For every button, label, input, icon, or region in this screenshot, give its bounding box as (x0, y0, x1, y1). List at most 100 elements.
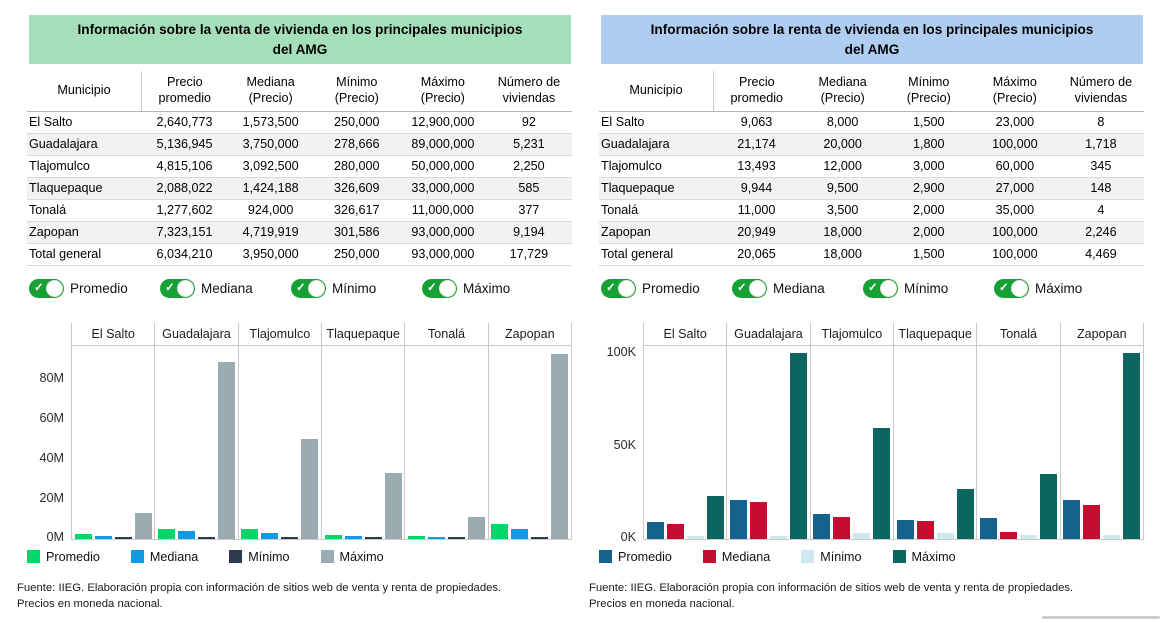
bar-mediana-guadalajara[interactable] (749, 501, 767, 539)
y-tick-label: 20M (39, 490, 65, 505)
category-label-el-salto: El Salto (71, 322, 154, 345)
toggle-minimo[interactable]: ✓ Mínimo (291, 279, 422, 299)
toggle-maximo[interactable]: ✓ Máximo (994, 279, 1125, 299)
renta-table: Municipio Precio promedio Mediana (Precio)… (599, 71, 1144, 266)
toggle-mediana[interactable]: ✓ Mediana (160, 279, 291, 299)
bar-minimo-el-salto[interactable] (686, 536, 704, 539)
toggle-label: Mínimo (904, 281, 949, 297)
legend-item-minimo[interactable]: Mínimo (229, 550, 290, 564)
bar-mediana-zapopan[interactable] (511, 529, 529, 539)
bar-minimo-guadalajara[interactable] (197, 536, 215, 539)
bar-mediana-tlajomulco[interactable] (833, 516, 851, 539)
bar-promedio-el-salto[interactable] (74, 533, 92, 539)
table-row-guadalajara[interactable]: Guadalajara 5,136,945 3,750,000 278,666 89,0… (27, 133, 572, 156)
bar-maximo-guadalajara[interactable] (789, 353, 807, 539)
bar-promedio-tlajomulco[interactable] (241, 529, 259, 539)
table-row-tlaquepaque[interactable]: Tlaquepaque 9,944 9,500 2,900 27,000 148 (599, 177, 1144, 200)
bar-maximo-tonala[interactable] (1039, 473, 1057, 539)
legend-item-maximo[interactable]: Máximo (320, 549, 384, 564)
table-row-el-salto[interactable]: El Salto 9,063 8,000 1,500 23,000 8 (599, 111, 1144, 134)
bar-promedio-tlajomulco[interactable] (813, 513, 831, 539)
row-label: Tonalá (599, 199, 714, 222)
bar-maximo-tlaquepaque[interactable] (956, 488, 974, 539)
bar-promedio-tonala[interactable] (407, 536, 425, 539)
bar-maximo-zapopan[interactable] (551, 353, 569, 539)
legend-item-promedio[interactable]: Promedio (599, 550, 672, 564)
legend-label: Mínimo (820, 549, 862, 564)
legend-item-promedio[interactable]: Promedio (27, 550, 100, 564)
toggle-mediana[interactable]: ✓ Mediana (732, 279, 863, 299)
bar-minimo-tlaquepaque[interactable] (364, 536, 382, 539)
bar-mediana-el-salto[interactable] (666, 524, 684, 539)
bar-mediana-el-salto[interactable] (94, 535, 112, 539)
table-row-total-general[interactable]: Total general 6,034,210 3,950,000 250,000 93… (27, 243, 572, 266)
table-row-tonala[interactable]: Tonalá 11,000 3,500 2,000 35,000 4 (599, 199, 1144, 222)
table-row-tlajomulco[interactable]: Tlajomulco 13,493 12,000 3,000 60,000 345 (599, 155, 1144, 178)
bar-promedio-tlaquepaque[interactable] (324, 534, 342, 539)
venta-toggle-row: ✓ Promedio ✓ Mediana ✓ Mínimo ✓ Máximo (29, 279, 571, 299)
table-row-tonala[interactable]: Tonalá 1,277,602 924,000 326,617 11,000,000 3… (27, 199, 572, 222)
bar-minimo-zapopan[interactable] (1103, 535, 1121, 539)
horizontal-scrollbar-thumb[interactable] (1042, 616, 1160, 619)
table-row-zapopan[interactable]: Zapopan 20,949 18,000 2,000 100,000 2,246 (599, 221, 1144, 244)
legend-item-maximo[interactable]: Máximo (892, 550, 956, 564)
bar-minimo-el-salto[interactable] (114, 536, 132, 539)
col-header-numero-de-viviendas: Número de viviendas (485, 71, 572, 112)
cell-value: 4,469 (1057, 243, 1144, 266)
bar-promedio-zapopan[interactable] (1063, 499, 1081, 539)
cell-value: 1,277,602 (141, 199, 228, 222)
bar-group-tlajomulco (809, 345, 893, 539)
bar-maximo-tlajomulco[interactable] (873, 427, 891, 539)
bar-promedio-tlaquepaque[interactable] (896, 520, 914, 539)
bar-mediana-tlajomulco[interactable] (261, 532, 279, 539)
table-row-total-general[interactable]: Total general 20,065 18,000 1,500 100,000 4,4… (599, 243, 1144, 266)
cell-value: 9,194 (485, 221, 572, 244)
toggle-promedio[interactable]: ✓ Promedio (29, 279, 160, 299)
legend-label: Máximo (339, 549, 384, 564)
bar-minimo-tonala[interactable] (1019, 535, 1037, 539)
bar-minimo-guadalajara[interactable] (769, 535, 787, 539)
toggle-minimo[interactable]: ✓ Mínimo (863, 279, 994, 299)
bar-minimo-zapopan[interactable] (531, 536, 549, 539)
bar-maximo-zapopan[interactable] (1123, 353, 1141, 539)
legend-item-minimo[interactable]: Mínimo (801, 549, 862, 564)
toggle-maximo[interactable]: ✓ Máximo (422, 279, 553, 299)
toggle-knob (749, 280, 766, 298)
bar-maximo-tlaquepaque[interactable] (384, 473, 402, 539)
y-axis: 0K 50K 100K (599, 323, 643, 544)
table-row-zapopan[interactable]: Zapopan 7,323,151 4,719,919 301,586 93,000,0… (27, 221, 572, 244)
bar-maximo-tonala[interactable] (467, 516, 485, 539)
category-axis: El Salto Guadalajara Tlajomulco Tlaquepaque… (71, 322, 572, 345)
bar-minimo-tlajomulco[interactable] (853, 533, 871, 539)
bar-mediana-tonala[interactable] (999, 532, 1017, 539)
toggle-promedio[interactable]: ✓ Promedio (601, 279, 732, 299)
bar-minimo-tlaquepaque[interactable] (936, 533, 954, 539)
bar-maximo-el-salto[interactable] (134, 513, 152, 539)
legend-item-mediana[interactable]: Mediana (130, 550, 198, 564)
bar-mediana-zapopan[interactable] (1083, 505, 1101, 539)
bar-maximo-tlajomulco[interactable] (301, 439, 319, 539)
renta-table-head: Municipio Precio promedio Mediana (Precio)… (599, 71, 1144, 112)
bar-maximo-guadalajara[interactable] (217, 361, 235, 539)
bar-minimo-tonala[interactable] (447, 536, 465, 539)
cell-value: 7,323,151 (141, 221, 228, 244)
cell-value: 2,640,773 (141, 111, 228, 134)
bar-promedio-tonala[interactable] (979, 518, 997, 539)
bar-mediana-tlaquepaque[interactable] (916, 521, 934, 539)
bar-mediana-tlaquepaque[interactable] (344, 536, 362, 539)
bar-promedio-el-salto[interactable] (646, 522, 664, 539)
bar-promedio-zapopan[interactable] (491, 524, 509, 539)
bar-maximo-el-salto[interactable] (706, 496, 724, 539)
bar-promedio-guadalajara[interactable] (157, 528, 175, 539)
bar-promedio-guadalajara[interactable] (729, 499, 747, 539)
table-row-el-salto[interactable]: El Salto 2,640,773 1,573,500 250,000 12,900,… (27, 111, 572, 134)
toggle-switch-on: ✓ (291, 279, 326, 299)
table-row-tlaquepaque[interactable]: Tlaquepaque 2,088,022 1,424,188 326,609 33,0… (27, 177, 572, 200)
bar-minimo-tlajomulco[interactable] (281, 536, 299, 539)
bar-mediana-tonala[interactable] (427, 536, 445, 539)
table-row-guadalajara[interactable]: Guadalajara 21,174 20,000 1,800 100,000 1,718 (599, 133, 1144, 156)
cell-value: 27,000 (971, 177, 1058, 200)
bar-mediana-guadalajara[interactable] (177, 531, 195, 539)
table-row-tlajomulco[interactable]: Tlajomulco 4,815,106 3,092,500 280,000 50,00… (27, 155, 572, 178)
legend-item-mediana[interactable]: Mediana (702, 550, 770, 564)
